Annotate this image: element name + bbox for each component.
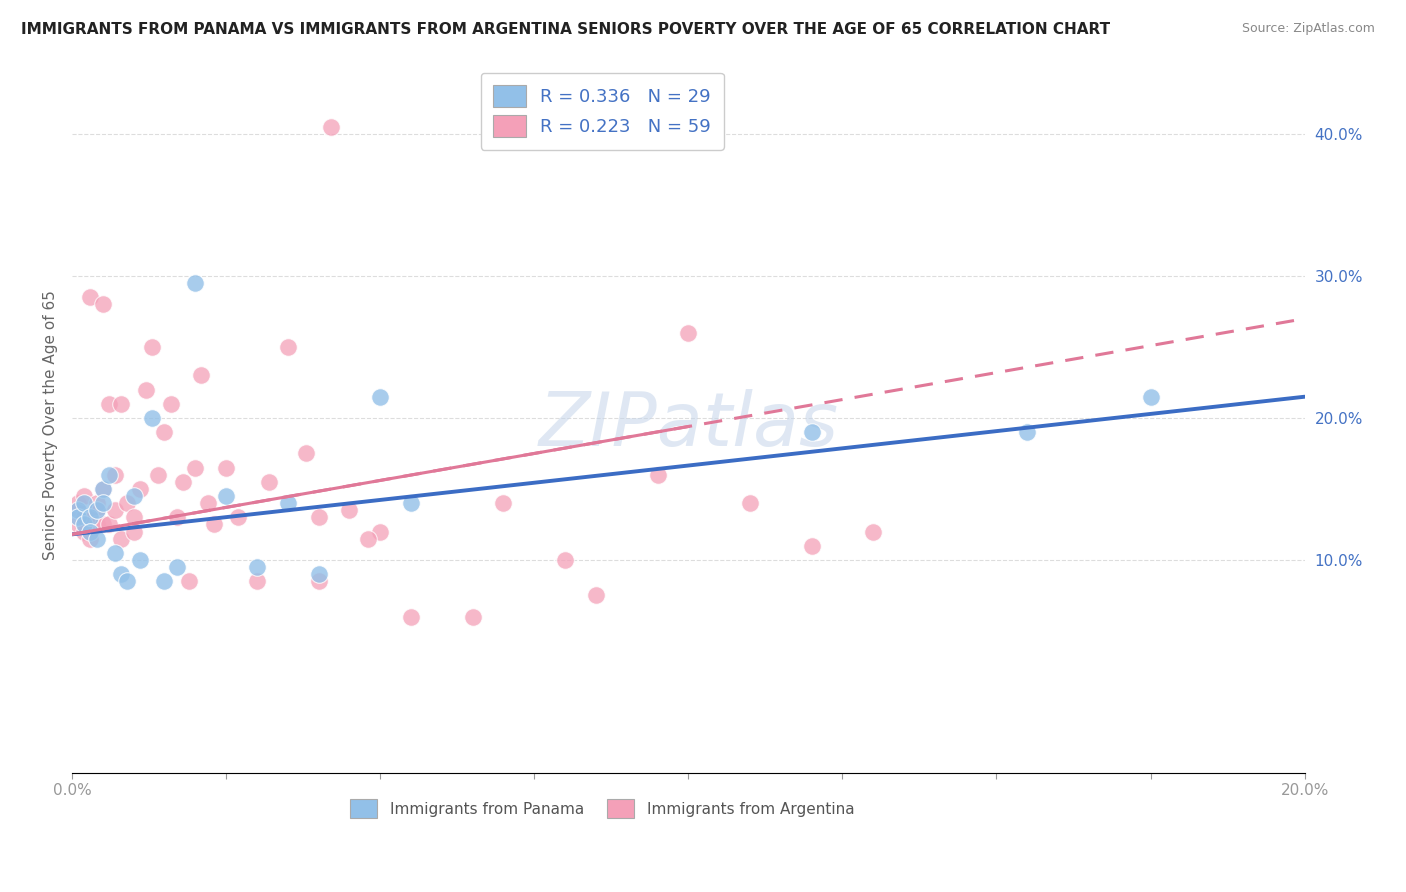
Immigrants from Argentina [319,120,342,134]
Immigrants from Panama [79,510,101,524]
Immigrants from Panama [368,390,391,404]
Immigrants from Argentina [98,397,121,411]
Immigrants from Argentina [215,460,238,475]
Immigrants from Panama [308,567,330,582]
Immigrants from Panama [153,574,176,589]
Immigrants from Panama [215,489,238,503]
Immigrants from Argentina [368,524,391,539]
Immigrants from Panama [104,546,127,560]
Immigrants from Argentina [86,517,108,532]
Immigrants from Argentina [91,297,114,311]
Immigrants from Argentina [554,553,576,567]
Immigrants from Argentina [197,496,219,510]
Immigrants from Argentina [73,510,96,524]
Immigrants from Argentina [800,539,823,553]
Immigrants from Argentina [110,397,132,411]
Immigrants from Argentina [678,326,700,340]
Immigrants from Panama [246,560,269,574]
Immigrants from Argentina [86,503,108,517]
Immigrants from Argentina [179,574,201,589]
Immigrants from Argentina [277,340,299,354]
Immigrants from Panama [166,560,188,574]
Immigrants from Argentina [79,532,101,546]
Immigrants from Panama [86,532,108,546]
Immigrants from Panama [86,503,108,517]
Immigrants from Argentina [190,368,212,383]
Immigrants from Argentina [257,475,280,489]
Immigrants from Argentina [135,383,157,397]
Text: ZIPatlas: ZIPatlas [538,389,838,461]
Immigrants from Argentina [128,482,150,496]
Immigrants from Argentina [117,496,139,510]
Immigrants from Panama [800,425,823,440]
Immigrants from Argentina [184,460,207,475]
Immigrants from Panama [1017,425,1039,440]
Immigrants from Argentina [585,588,607,602]
Immigrants from Argentina [79,510,101,524]
Y-axis label: Seniors Poverty Over the Age of 65: Seniors Poverty Over the Age of 65 [44,290,58,560]
Immigrants from Panama [73,517,96,532]
Immigrants from Panama [67,503,90,517]
Immigrants from Argentina [295,446,318,460]
Immigrants from Argentina [91,517,114,532]
Immigrants from Argentina [308,574,330,589]
Immigrants from Argentina [337,503,360,517]
Immigrants from Argentina [461,609,484,624]
Immigrants from Panama [73,496,96,510]
Immigrants from Argentina [73,524,96,539]
Immigrants from Panama [67,510,90,524]
Immigrants from Argentina [104,467,127,482]
Immigrants from Panama [91,482,114,496]
Immigrants from Panama [399,496,422,510]
Immigrants from Argentina [86,496,108,510]
Immigrants from Panama [128,553,150,567]
Immigrants from Argentina [862,524,884,539]
Immigrants from Argentina [399,609,422,624]
Text: Source: ZipAtlas.com: Source: ZipAtlas.com [1241,22,1375,36]
Immigrants from Panama [1139,390,1161,404]
Immigrants from Argentina [122,524,145,539]
Immigrants from Argentina [357,532,380,546]
Immigrants from Argentina [202,517,225,532]
Immigrants from Panama [122,489,145,503]
Immigrants from Argentina [67,503,90,517]
Immigrants from Argentina [67,496,90,510]
Immigrants from Argentina [159,397,181,411]
Immigrants from Argentina [308,510,330,524]
Immigrants from Argentina [110,532,132,546]
Immigrants from Argentina [172,475,194,489]
Immigrants from Argentina [148,467,170,482]
Immigrants from Argentina [104,503,127,517]
Immigrants from Panama [141,411,163,425]
Immigrants from Panama [117,574,139,589]
Immigrants from Panama [91,496,114,510]
Immigrants from Argentina [79,290,101,304]
Immigrants from Argentina [73,489,96,503]
Text: IMMIGRANTS FROM PANAMA VS IMMIGRANTS FROM ARGENTINA SENIORS POVERTY OVER THE AGE: IMMIGRANTS FROM PANAMA VS IMMIGRANTS FRO… [21,22,1111,37]
Legend: Immigrants from Panama, Immigrants from Argentina: Immigrants from Panama, Immigrants from … [344,793,860,824]
Immigrants from Argentina [166,510,188,524]
Immigrants from Argentina [738,496,761,510]
Immigrants from Argentina [67,517,90,532]
Immigrants from Argentina [91,482,114,496]
Immigrants from Argentina [153,425,176,440]
Immigrants from Panama [98,467,121,482]
Immigrants from Argentina [492,496,515,510]
Immigrants from Panama [277,496,299,510]
Immigrants from Argentina [228,510,250,524]
Immigrants from Argentina [647,467,669,482]
Immigrants from Argentina [141,340,163,354]
Immigrants from Panama [110,567,132,582]
Immigrants from Argentina [122,510,145,524]
Immigrants from Argentina [246,574,269,589]
Immigrants from Panama [184,276,207,290]
Immigrants from Panama [79,524,101,539]
Immigrants from Argentina [98,517,121,532]
